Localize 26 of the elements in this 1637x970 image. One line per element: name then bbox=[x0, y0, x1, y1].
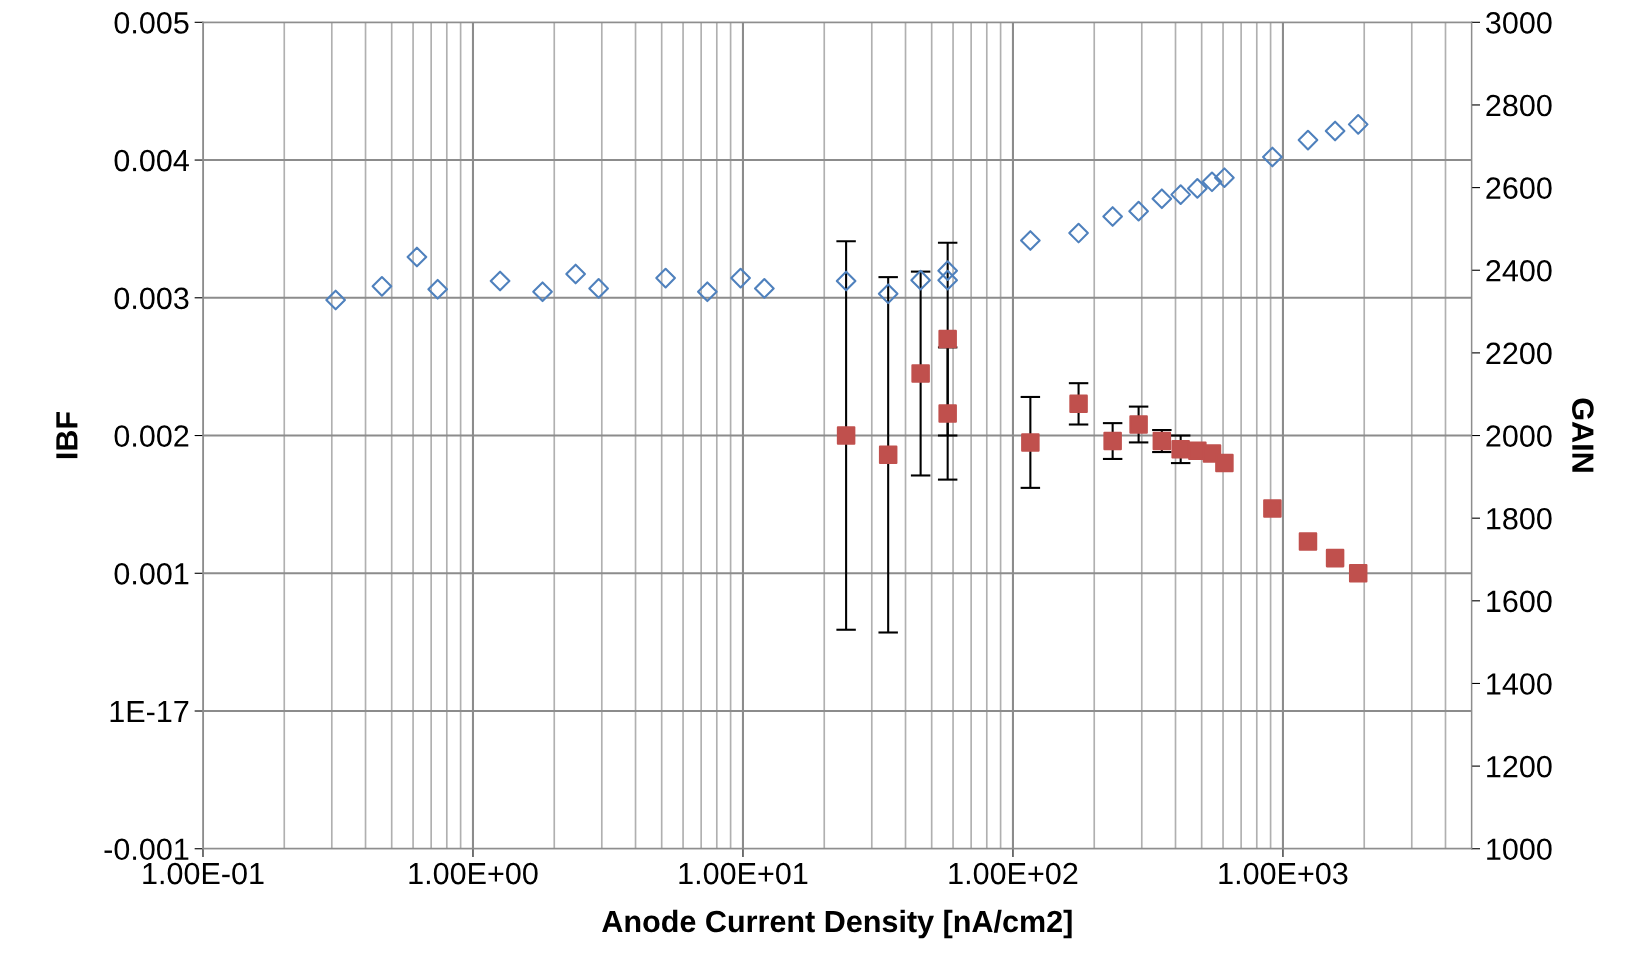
y2-tick-label: 1800 bbox=[1487, 507, 1552, 530]
y2-tick-label: 1400 bbox=[1487, 673, 1552, 695]
y2-tick-label: 3000 bbox=[1486, 12, 1552, 34]
y-axis-title: IBF bbox=[56, 412, 78, 459]
y2-tick-label: 2200 bbox=[1486, 342, 1552, 365]
y2-tick-label: 2600 bbox=[1486, 177, 1552, 199]
y-tick-label: 0.001 bbox=[114, 563, 189, 585]
x-tick-label: 1.00E-01 bbox=[143, 862, 264, 885]
x-tick-label: 1.00E+00 bbox=[409, 862, 538, 885]
y-tick-label: 0.003 bbox=[114, 287, 189, 310]
y2-tick-label: 2400 bbox=[1486, 259, 1552, 282]
x-axis-title: Anode Current Density [nA/cm2] bbox=[602, 909, 1072, 939]
y2-tick-label: 1000 bbox=[1487, 838, 1552, 861]
x-tick-label: 1.00E+01 bbox=[679, 862, 808, 885]
y-tick-label: 0.002 bbox=[114, 425, 189, 447]
y2-tick-label: 2800 bbox=[1486, 94, 1552, 117]
y2-axis-title: GAIN bbox=[1572, 398, 1594, 472]
y-tick-label: -0.001 bbox=[104, 838, 189, 861]
y-tick-label: 0.005 bbox=[114, 12, 189, 34]
y-tick-label: 1E-17 bbox=[110, 701, 189, 723]
y-tick-label: 0.004 bbox=[114, 149, 189, 172]
y2-tick-label: 2000 bbox=[1486, 425, 1552, 447]
x-tick-label: 1.00E+03 bbox=[1219, 862, 1348, 885]
x-tick-label: 1.00E+02 bbox=[949, 862, 1078, 885]
y2-tick-label: 1200 bbox=[1487, 755, 1552, 778]
y2-tick-label: 1600 bbox=[1487, 590, 1552, 613]
